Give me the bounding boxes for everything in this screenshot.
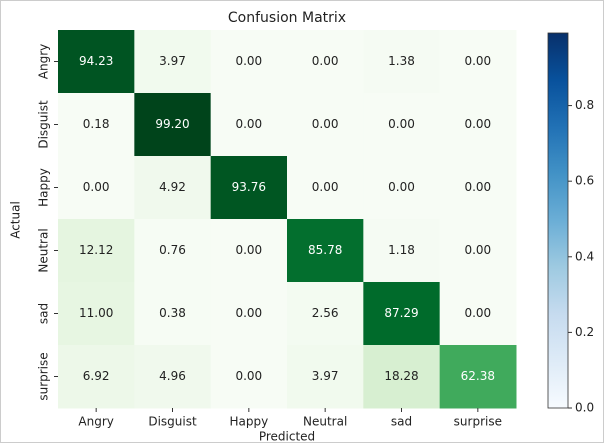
cell-label: 85.78: [308, 243, 342, 257]
cell: [134, 30, 212, 94]
cell: [363, 93, 441, 157]
x-tick-label: surprise: [454, 415, 502, 429]
cell: [210, 93, 288, 157]
cell: [363, 345, 441, 409]
cell: [287, 219, 364, 283]
cell: [58, 156, 135, 220]
cell: [363, 219, 441, 283]
cell: [210, 219, 288, 283]
colorbar-tick-label: 0.6: [575, 174, 594, 188]
cell: [134, 282, 212, 346]
cell-label: 0.00: [388, 180, 415, 194]
cell: [439, 30, 517, 94]
cell-label: 0.00: [312, 180, 339, 194]
cell-label: 18.28: [384, 369, 418, 383]
cell-label: 62.38: [461, 369, 495, 383]
cell-label: 12.12: [79, 243, 113, 257]
x-tick-label: Disguist: [148, 415, 197, 429]
cell: [287, 282, 364, 346]
colorbar-tick-label: 0.8: [575, 98, 594, 112]
cell-label: 11.00: [79, 306, 113, 320]
cell-label: 1.18: [388, 243, 415, 257]
cell-label: 0.00: [235, 54, 262, 68]
cell: [134, 93, 212, 157]
cell: [58, 345, 135, 409]
cell: [134, 345, 212, 409]
chart-title: Confusion Matrix: [228, 10, 346, 26]
colorbar-tick-label: 0.2: [575, 325, 594, 339]
y-tick-label: Disguist: [37, 100, 51, 149]
cell-label: 0.00: [235, 243, 262, 257]
cell: [58, 93, 135, 157]
cell: [58, 282, 135, 346]
colorbar: [547, 32, 569, 409]
cell: [439, 345, 517, 409]
cell-label: 0.00: [235, 369, 262, 383]
x-tick-label: Angry: [78, 415, 113, 429]
y-tick-label: Happy: [37, 168, 51, 207]
x-tick-label: Happy: [229, 415, 268, 429]
colorbar-tick-label: 0.0: [575, 401, 594, 415]
cell: [287, 345, 364, 409]
y-tick-label: surprise: [37, 352, 51, 400]
cell: [363, 282, 441, 346]
cell-label: 0.00: [464, 306, 491, 320]
cell: [363, 156, 441, 220]
cell: [287, 156, 364, 220]
cell-label: 0.00: [83, 180, 110, 194]
cell-label: 6.92: [83, 369, 110, 383]
cell-label: 0.00: [388, 117, 415, 131]
y-axis-label: Actual: [9, 201, 23, 239]
cell-label: 0.38: [159, 306, 186, 320]
cell-label: 0.00: [464, 180, 491, 194]
cell-label: 0.00: [235, 306, 262, 320]
y-tick-label: Angry: [37, 44, 51, 79]
cell-label: 99.20: [155, 117, 189, 131]
cell: [439, 93, 517, 157]
cell-label: 3.97: [312, 369, 339, 383]
cell-label: 0.00: [464, 243, 491, 257]
cell: [210, 30, 288, 94]
cell: [363, 30, 441, 94]
y-tick-label: sad: [37, 303, 51, 324]
cell-label: 0.00: [312, 54, 339, 68]
cell-label: 93.76: [232, 180, 266, 194]
cell-label: 0.00: [464, 54, 491, 68]
cell: [439, 219, 517, 283]
cell: [287, 93, 364, 157]
cell: [210, 156, 288, 220]
cell-label: 0.18: [83, 117, 110, 131]
x-tick-label: Neutral: [303, 415, 347, 429]
cell-label: 2.56: [312, 306, 339, 320]
cell: [58, 30, 135, 94]
cell: [210, 345, 288, 409]
cell-label: 4.92: [159, 180, 186, 194]
colorbar-tick-label: 0.4: [575, 249, 594, 263]
cell: [439, 156, 517, 220]
cell-label: 0.00: [312, 117, 339, 131]
cell: [134, 219, 212, 283]
cell: [134, 156, 212, 220]
cell-label: 4.96: [159, 369, 186, 383]
cell: [439, 282, 517, 346]
cell-label: 0.00: [235, 117, 262, 131]
x-axis-label: Predicted: [259, 430, 315, 443]
cell-label: 0.76: [159, 243, 186, 257]
x-tick-label: sad: [391, 415, 412, 429]
cell-label: 1.38: [388, 54, 415, 68]
y-tick-label: Neutral: [37, 228, 51, 272]
cell-label: 94.23: [79, 54, 113, 68]
cell: [210, 282, 288, 346]
cell: [58, 219, 135, 283]
cell: [287, 30, 364, 94]
cell-label: 87.29: [384, 306, 418, 320]
cell-label: 0.00: [464, 117, 491, 131]
cell-label: 3.97: [159, 54, 186, 68]
